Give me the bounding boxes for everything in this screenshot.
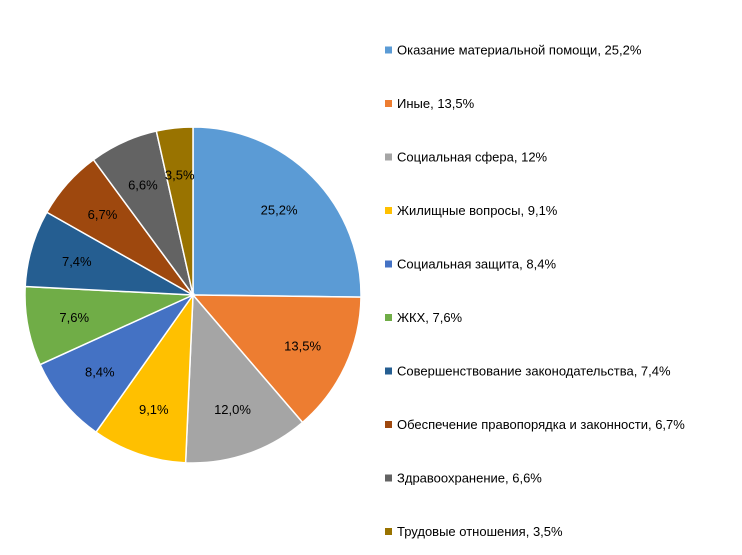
legend-swatch-5 xyxy=(385,260,392,268)
pie-slice-labels: 25,2% 13,5% 12,0% 9,1% 8,4% 7,6% 7,4% 6,7% 6,6% 3… xyxy=(59,167,321,417)
legend-label-3: Социальная сфера, 12% xyxy=(397,150,548,165)
pie-slice-3 xyxy=(184,293,304,464)
legend-item-5: Социальная защита, 8,4% xyxy=(385,257,556,272)
legend-label-4: Жилищные вопросы, 9,1% xyxy=(397,203,558,218)
legend-item-1: Оказание материальной помощи, 25,2% xyxy=(385,43,642,58)
legend-item-8: Обеспечение правопорядка и законности, 6… xyxy=(385,417,685,432)
legend-label-8: Обеспечение правопорядка и законности, 6… xyxy=(397,417,685,432)
pie-slice-5 xyxy=(39,293,196,434)
pie-slice-10 xyxy=(155,126,194,296)
slice-data-label-9: 6,6% xyxy=(128,177,158,192)
legend-swatch-4 xyxy=(385,207,392,214)
legend-swatch-3 xyxy=(385,153,392,161)
legend-swatch-8 xyxy=(385,421,392,428)
legend-swatch-7 xyxy=(385,367,392,375)
slice-data-label-1: 25,2% xyxy=(261,203,298,218)
legend-label-1: Оказание материальной помощи, 25,2% xyxy=(397,43,642,58)
legend-label-10: Трудовые отношения, 3,5% xyxy=(397,524,563,539)
legend-swatch-10 xyxy=(385,528,392,535)
slice-data-label-3: 12,0% xyxy=(214,402,251,417)
pie-slice-4 xyxy=(94,292,194,464)
legend-item-3: Социальная сфера, 12% xyxy=(385,150,548,165)
slice-data-label-10: 3,5% xyxy=(165,167,195,182)
legend-item-10: Трудовые отношения, 3,5% xyxy=(385,524,563,539)
slice-data-label-6: 7,6% xyxy=(59,310,89,325)
legend-label-2: Иные, 13,5% xyxy=(397,96,475,111)
slice-data-label-7: 7,4% xyxy=(62,254,92,269)
slice-data-label-8: 6,7% xyxy=(88,207,118,222)
slice-data-label-2: 13,5% xyxy=(284,339,321,354)
legend-item-4: Жилищные вопросы, 9,1% xyxy=(385,203,558,218)
legend-label-5: Социальная защита, 8,4% xyxy=(397,257,556,272)
legend-swatch-9 xyxy=(385,474,392,482)
pie-slices xyxy=(24,126,362,464)
legend-label-7: Совершенствование законодательства, 7,4% xyxy=(397,364,671,379)
legend-label-6: ЖКХ, 7,6% xyxy=(397,310,463,325)
slice-data-label-5: 8,4% xyxy=(85,365,115,380)
legend-item-6: ЖКХ, 7,6% xyxy=(385,310,463,325)
legend-item-9: Здравоохранение, 6,6% xyxy=(385,471,542,486)
pie-slice-2 xyxy=(191,294,362,424)
legend-swatch-6 xyxy=(385,314,392,321)
legend-item-2: Иные, 13,5% xyxy=(385,96,475,111)
legend-label-9: Здравоохранение, 6,6% xyxy=(397,471,542,486)
legend-swatch-1 xyxy=(385,46,392,54)
slice-data-label-4: 9,1% xyxy=(139,402,169,417)
legend-swatch-2 xyxy=(385,100,392,107)
chart-legend: Оказание материальной помощи, 25,2% Иные,… xyxy=(385,43,685,539)
legend-item-7: Совершенствование законодательства, 7,4% xyxy=(385,364,671,379)
pie-slice-1 xyxy=(192,126,362,298)
